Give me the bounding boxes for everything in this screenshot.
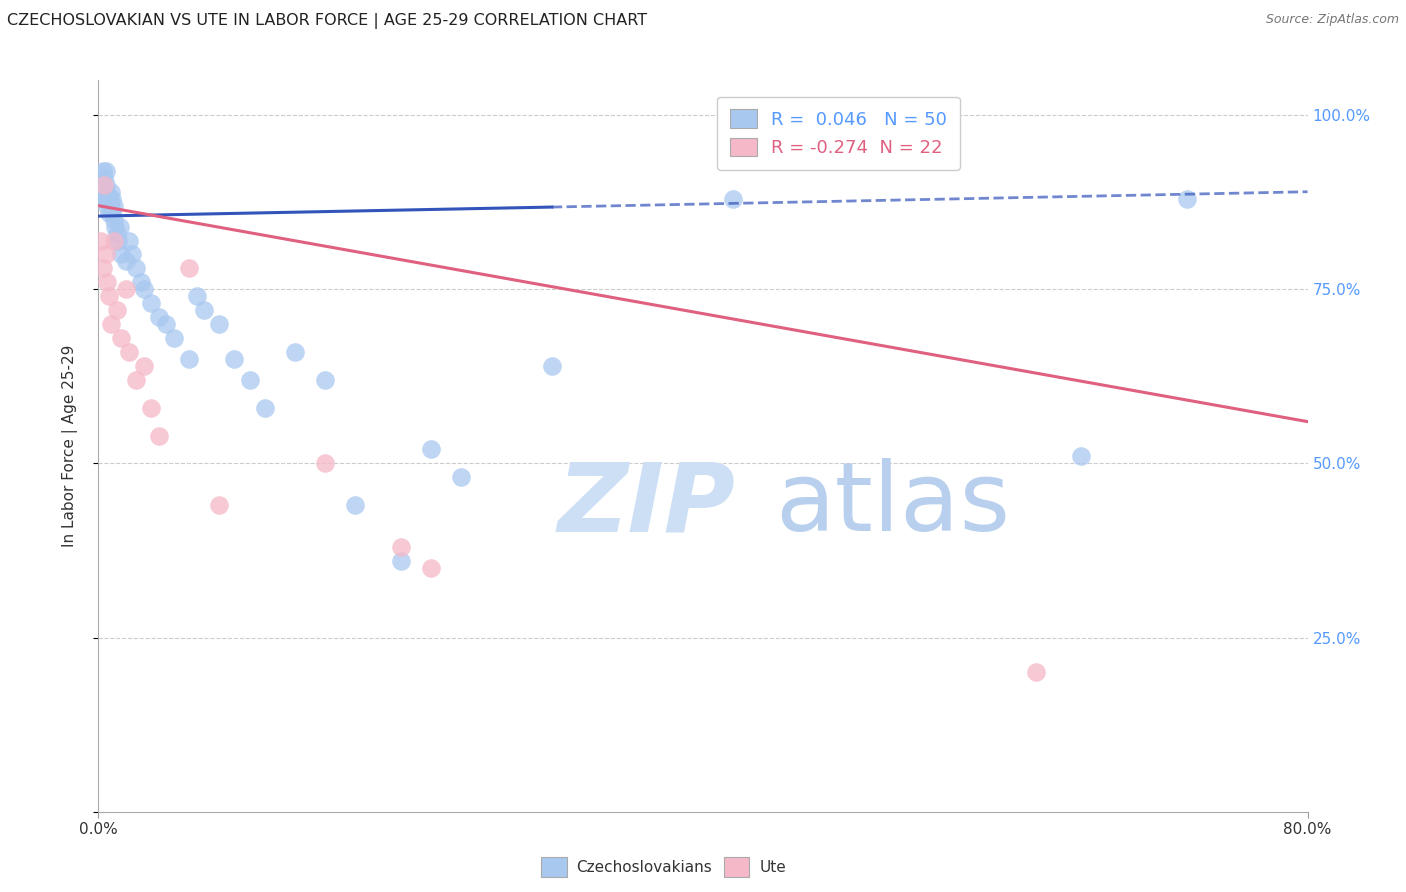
Point [114, 282, 136, 296]
Point [98, 205, 121, 219]
Text: atlas: atlas [776, 458, 1011, 551]
Point [107, 234, 129, 248]
Point [314, 373, 336, 387]
Point [91, 178, 114, 192]
Point [148, 310, 170, 325]
Text: ZIP: ZIP [558, 458, 735, 551]
Point [1175, 192, 1198, 206]
Point [96, 199, 118, 213]
Point [141, 296, 163, 310]
Point [253, 401, 276, 415]
Point [110, 247, 132, 261]
Point [98, 192, 121, 206]
Point [148, 428, 170, 442]
Point [239, 373, 262, 387]
Text: Source: ZipAtlas.com: Source: ZipAtlas.com [1265, 13, 1399, 27]
Point [723, 192, 745, 206]
Point [105, 303, 128, 318]
Legend: R =  0.046   N = 50, R = -0.274  N = 22: R = 0.046 N = 50, R = -0.274 N = 22 [717, 96, 960, 169]
Point [94, 247, 117, 261]
Point [193, 303, 215, 318]
Point [163, 331, 186, 345]
Point [94, 192, 117, 206]
Point [100, 317, 122, 331]
Point [125, 261, 148, 276]
Point [93, 170, 115, 185]
Point [420, 561, 443, 575]
Point [110, 331, 132, 345]
Point [104, 219, 127, 234]
Point [98, 289, 121, 303]
Point [90, 192, 112, 206]
Point [100, 199, 122, 213]
Point [103, 199, 125, 213]
Point [91, 164, 114, 178]
Point [114, 254, 136, 268]
Point [208, 317, 231, 331]
Point [90, 234, 112, 248]
Text: Ute: Ute [759, 860, 786, 874]
Point [118, 234, 141, 248]
Point [103, 212, 125, 227]
Point [132, 359, 155, 373]
Point [108, 219, 131, 234]
Point [94, 178, 117, 192]
Point [389, 554, 412, 568]
Point [208, 498, 231, 512]
Point [1024, 665, 1046, 680]
Point [155, 317, 177, 331]
Point [103, 234, 125, 248]
Point [93, 185, 115, 199]
Point [314, 457, 336, 471]
Point [450, 470, 472, 484]
Text: CZECHOSLOVAKIAN VS UTE IN LABOR FORCE | AGE 25-29 CORRELATION CHART: CZECHOSLOVAKIAN VS UTE IN LABOR FORCE | … [7, 13, 647, 29]
Point [179, 261, 201, 276]
Point [101, 205, 124, 219]
Point [1070, 450, 1092, 464]
Y-axis label: In Labor Force | Age 25-29: In Labor Force | Age 25-29 [62, 345, 77, 547]
Point [129, 275, 152, 289]
Point [118, 345, 141, 359]
Point [389, 540, 412, 554]
Point [224, 351, 246, 366]
Point [96, 185, 118, 199]
Point [94, 164, 117, 178]
Point [93, 178, 115, 192]
Text: Czechoslovakians: Czechoslovakians [576, 860, 713, 874]
Point [91, 261, 114, 276]
Point [284, 345, 307, 359]
Point [101, 192, 124, 206]
Point [179, 351, 201, 366]
Point [540, 359, 562, 373]
Point [420, 442, 443, 457]
Point [96, 275, 118, 289]
Point [186, 289, 208, 303]
Point [344, 498, 367, 512]
Point [141, 401, 163, 415]
Point [100, 185, 122, 199]
Point [132, 282, 155, 296]
Point [105, 227, 128, 241]
Point [121, 247, 143, 261]
Point [125, 373, 148, 387]
